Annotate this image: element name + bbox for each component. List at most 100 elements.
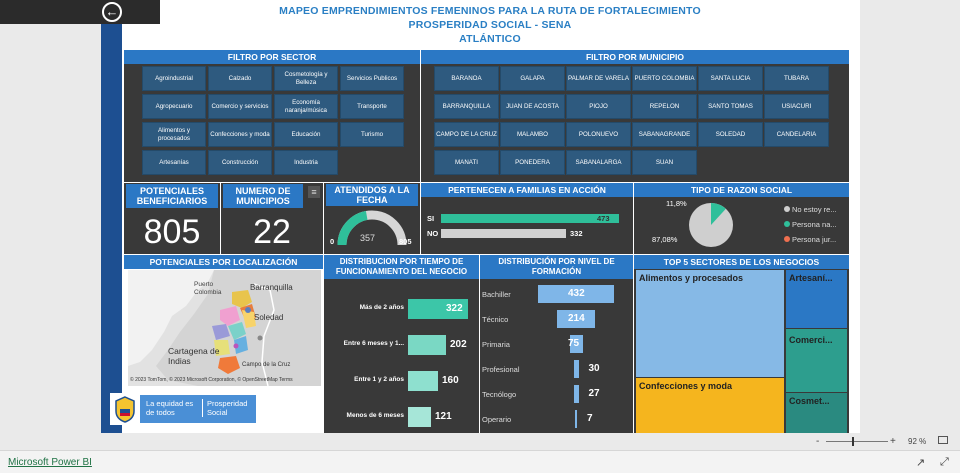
map-label-soledad: Soledad <box>254 313 283 322</box>
treemap-comercio[interactable]: Comerci... <box>786 329 847 392</box>
formacion-panel: DISTRIBUCIÓN POR NIVEL DE FORMACIÓN Bach… <box>480 255 633 433</box>
gauge-fill <box>337 211 368 246</box>
formacion-bar <box>557 310 595 328</box>
tiempo-bar-label: Entre 6 meses y 1... <box>343 340 404 347</box>
razon-social-panel: TIPO DE RAZON SOCIAL 11,8% 87,08% No est… <box>634 183 849 254</box>
sectores-panel: TOP 5 SECTORES DE LOS NEGOCIOS Alimentos… <box>634 255 849 433</box>
municipio-chip[interactable]: POLONUEVO <box>566 122 631 147</box>
treemap-confecciones[interactable]: Confecciones y moda <box>636 378 784 433</box>
formacion-bar <box>573 360 579 378</box>
municipio-chip[interactable]: PIOJO <box>566 94 631 119</box>
atendidos-gauge <box>337 210 407 246</box>
municipio-chip[interactable]: PONEDERA <box>500 150 565 175</box>
muni-shape <box>218 356 240 374</box>
formacion-bar-value: 30 <box>588 363 600 374</box>
municipio-chip[interactable]: SANTO TOMAS <box>698 94 763 119</box>
map-dot <box>257 335 263 341</box>
municipio-chip[interactable]: BARRANQUILLA <box>434 94 499 119</box>
zoom-slider[interactable] <box>826 441 888 442</box>
gauge-max: 805 <box>399 237 412 246</box>
zoom-slider-thumb[interactable] <box>852 437 854 446</box>
municipio-chip[interactable]: TUBARA <box>764 66 829 91</box>
zoom-in-button[interactable]: + <box>890 436 896 447</box>
treemap-cosmetologia[interactable]: Cosmet... <box>786 393 847 433</box>
municipio-chip[interactable]: SANTA LUCIA <box>698 66 763 91</box>
mapa-title: POTENCIALES POR LOCALIZACIÓN <box>124 255 323 269</box>
title-line-1: MAPEO EMPRENDIMIENTOS FEMENINOS PARA LA … <box>279 5 701 17</box>
sector-chip[interactable]: Comercio y servicios <box>208 94 272 119</box>
tiempo-title: DISTRIBUCION POR TIEMPO DE FUNCIONAMIENT… <box>324 255 479 279</box>
muni-shape <box>214 340 230 356</box>
formacion-bar-label: Tecnólogo <box>482 390 517 399</box>
atendidos-title: ATENDIDOS A LA FECHA <box>326 184 418 206</box>
formacion-bar-value: 214 <box>568 313 585 324</box>
map-label-campo: Campo de la Cruz <box>242 362 290 368</box>
map-dot <box>233 343 239 349</box>
treemap-alimentos[interactable]: Alimentos y procesados <box>636 270 784 377</box>
familias-title: PERTENECEN A FAMILIAS EN ACCIÓN <box>421 183 633 197</box>
blue-side-strip <box>101 24 122 433</box>
back-arrow-icon[interactable]: ← <box>102 2 122 22</box>
sector-chip[interactable]: Cosmetología y Belleza <box>274 66 338 91</box>
tiempo-bar <box>408 335 446 355</box>
sector-chip[interactable]: Turismo <box>340 122 404 147</box>
formacion-title: DISTRIBUCIÓN POR NIVEL DE FORMACIÓN <box>480 255 633 279</box>
formacion-bar-label: Profesional <box>482 365 520 374</box>
pie-pct-small: 11,8% <box>666 199 687 208</box>
fullscreen-icon[interactable]: ⤢ <box>940 456 949 468</box>
filter-icon[interactable]: ≡ <box>308 186 320 198</box>
tiempo-bar-value: 121 <box>435 411 452 422</box>
sector-chip[interactable]: Economía naranja/música <box>274 94 338 119</box>
sector-chip[interactable]: Educación <box>274 122 338 147</box>
municipio-chip[interactable]: CAMPO DE LA CRUZ <box>434 122 499 147</box>
sector-chip[interactable]: Industria <box>274 150 338 175</box>
muni-shape <box>234 336 248 354</box>
municipio-chip[interactable]: SABANALARGA <box>566 150 631 175</box>
kpi-beneficiarios-panel: POTENCIALES BENEFICIARIOS 805 <box>124 183 220 254</box>
share-icon[interactable]: ↗ <box>916 457 926 469</box>
municipio-chip[interactable]: GALAPA <box>500 66 565 91</box>
municipio-chip[interactable]: PALMAR DE VARELA <box>566 66 631 91</box>
municipio-chip[interactable]: JUAN DE ACOSTA <box>500 94 565 119</box>
municipio-chip[interactable]: SUAN <box>632 150 697 175</box>
powerbi-link[interactable]: Microsoft Power BI <box>8 457 92 468</box>
municipio-chip[interactable]: SOLEDAD <box>698 122 763 147</box>
municipio-chip[interactable]: PUERTO COLOMBIA <box>632 66 697 91</box>
municipio-chip[interactable]: MALAMBO <box>500 122 565 147</box>
municipio-chip[interactable]: MANATI <box>434 150 499 175</box>
tiempo-bar <box>408 299 468 319</box>
sector-filter-panel: FILTRO POR SECTOR Agroindustrial Calzado C… <box>124 50 420 182</box>
sector-chip[interactable]: Artesanías <box>142 150 206 175</box>
sector-filter-title: FILTRO POR SECTOR <box>124 50 420 64</box>
tiempo-bar-value: 202 <box>450 339 467 350</box>
tiempo-panel: DISTRIBUCION POR TIEMPO DE FUNCIONAMIENT… <box>324 255 479 433</box>
razon-social-pie <box>689 203 733 247</box>
treemap-artesanias[interactable]: Artesaní... <box>786 270 847 328</box>
left-margin <box>0 0 101 433</box>
back-box <box>0 0 160 24</box>
sector-chip[interactable]: Transporte <box>340 94 404 119</box>
sector-chip[interactable]: Agroindustrial <box>142 66 206 91</box>
sector-chip[interactable]: Construcción <box>208 150 272 175</box>
sector-chip[interactable]: Agropecuario <box>142 94 206 119</box>
municipio-chip[interactable]: REPELON <box>632 94 697 119</box>
municipio-chip[interactable]: BARANOA <box>434 66 499 91</box>
kpi-municipios-panel: NUMERO DE MUNICIPIOS ≡ 22 <box>221 183 323 254</box>
zoom-out-button[interactable]: - <box>816 436 820 447</box>
fit-page-icon[interactable] <box>938 436 948 444</box>
sector-chip[interactable]: Alimentos y procesados <box>142 122 206 147</box>
map-dot <box>245 307 251 313</box>
sector-chip[interactable]: Confecciones y moda <box>208 122 272 147</box>
map-canvas[interactable]: Puerto Colombia Barranquilla Soledad Car… <box>128 270 321 386</box>
treemap-label-comercio: Comerci... <box>789 335 833 345</box>
treemap-label-confecciones: Confecciones y moda <box>639 381 733 391</box>
municipio-chip[interactable]: USIACURI <box>764 94 829 119</box>
municipio-chip[interactable]: CANDELARIA <box>764 122 829 147</box>
sector-chip[interactable]: Servicios Publicos <box>340 66 404 91</box>
sector-chip[interactable]: Calzado <box>208 66 272 91</box>
kpi-municipios-label: NUMERO DE MUNICIPIOS <box>223 184 303 208</box>
familias-label: NO <box>427 229 439 238</box>
svg-text:Colombia: Colombia <box>194 289 222 296</box>
municipio-chip[interactable]: SABANAGRANDE <box>632 122 697 147</box>
muni-shape <box>228 322 246 340</box>
